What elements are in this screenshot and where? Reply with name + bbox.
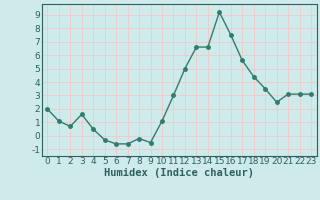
X-axis label: Humidex (Indice chaleur): Humidex (Indice chaleur) [104, 168, 254, 178]
